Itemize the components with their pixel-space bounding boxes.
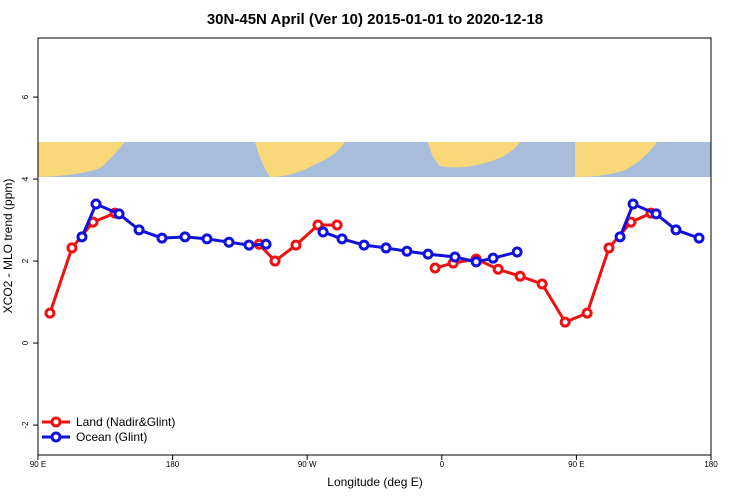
y-tick-label: 2 [21,258,30,263]
point [429,262,441,274]
point [201,233,213,245]
point [614,231,626,243]
point [133,224,145,236]
x-tick-label: 90 E [568,460,584,469]
plot-frame [37,37,712,456]
x-tick-label: 180 [704,460,718,469]
point [312,219,324,231]
point [627,198,639,210]
point [650,208,662,220]
point [317,226,329,238]
x-tick-label: 90 W [298,460,317,469]
legend-label: Ocean (Glint) [76,430,147,444]
point [358,239,370,251]
point [269,255,281,267]
point [422,248,434,260]
legend-marker [50,431,62,443]
point [492,263,504,275]
point [113,208,125,220]
x-axis-label: Longitude (deg E) [327,475,422,489]
point [223,236,235,248]
point [76,231,88,243]
y-tick-label: 4 [21,176,30,181]
point [511,246,523,258]
y-axis-label: XCO2 - MLO trend (ppm) [1,179,15,314]
x-tick-label: 90 E [30,460,46,469]
point [336,233,348,245]
point [44,307,56,319]
point [90,198,102,210]
point [66,242,78,254]
legend-marker [50,416,62,428]
point [179,231,191,243]
point [380,242,392,254]
point [487,252,499,264]
legend-label: Land (Nadir&Glint) [76,415,175,429]
point [243,239,255,251]
y-tick-label: -2 [21,421,30,429]
point [693,232,705,244]
point [290,239,302,251]
point [156,232,168,244]
x-tick-label: 0 [440,460,445,469]
map-strip [38,142,711,177]
point [536,278,548,290]
point [603,242,615,254]
point [514,270,526,282]
point [449,251,461,263]
point [670,224,682,236]
point [581,307,593,319]
point [559,316,571,328]
point [331,219,343,231]
point [470,256,482,268]
x-tick-label: 180 [166,460,180,469]
point [260,238,272,250]
point [401,245,413,257]
chart-title: 30N-45N April (Ver 10) 2015-01-01 to 202… [207,11,543,28]
y-tick-label: 6 [21,94,30,99]
y-tick-label: 0 [21,340,30,345]
